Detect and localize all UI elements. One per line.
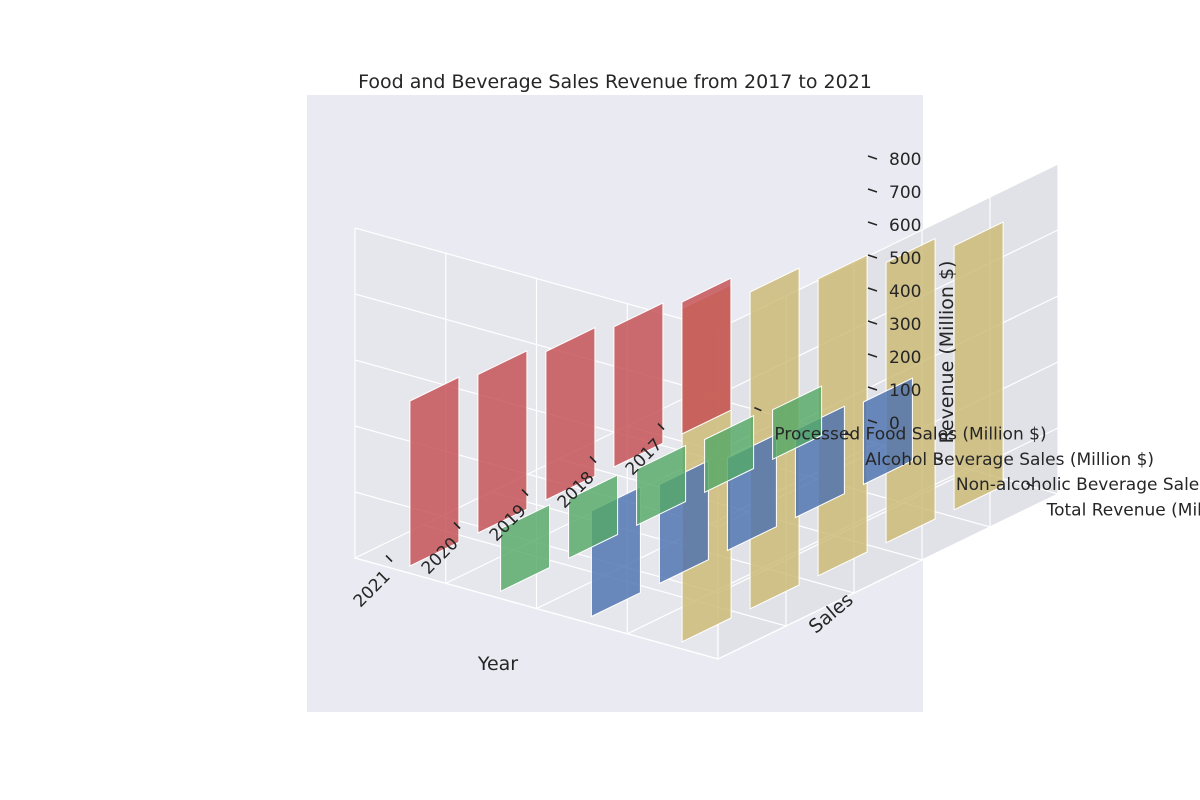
bar-2021-series-1 xyxy=(409,376,460,567)
z-tick-mark xyxy=(867,320,878,325)
z-tick-label: 300 xyxy=(889,315,921,335)
bar-2018-series-2 xyxy=(704,414,755,494)
y-tick-mark xyxy=(1026,482,1034,488)
x-tick-mark xyxy=(521,488,529,497)
z-tick-label: 400 xyxy=(889,282,921,302)
z-axis-label: Revenue (Million $) xyxy=(936,261,958,444)
z-tick-label: 600 xyxy=(889,216,921,236)
chart-title: Food and Beverage Sales Revenue from 201… xyxy=(358,71,872,93)
x-tick-mark xyxy=(453,521,461,530)
z-tick-mark xyxy=(867,221,878,226)
x-tick-mark xyxy=(385,554,393,563)
bar-2019-series-2 xyxy=(636,444,687,527)
x-axis-label: Year xyxy=(477,653,518,675)
y-tick-label: Processed Food Sales (Million $) xyxy=(774,425,1046,445)
z-tick-label: 800 xyxy=(889,150,921,170)
x-tick-mark xyxy=(589,455,597,464)
bar-2021-series-2 xyxy=(500,504,551,593)
z-tick-mark xyxy=(867,287,878,292)
bar-2017-series-3 xyxy=(862,377,913,486)
y-tick-label: Total Revenue (Million $) xyxy=(1046,500,1200,520)
bar-2017-series-1 xyxy=(681,277,732,435)
z-tick-label: 200 xyxy=(889,348,921,368)
y-tick-mark xyxy=(935,457,944,462)
z-tick-mark xyxy=(867,419,878,424)
z-tick-mark xyxy=(867,155,878,160)
z-tick-mark xyxy=(867,254,878,259)
bar-2017-series-4 xyxy=(953,221,1004,511)
gridline-z xyxy=(354,493,1059,660)
z-tick-mark xyxy=(867,386,878,391)
z-tick-label: 0 xyxy=(889,414,900,434)
z-tick-mark xyxy=(867,353,878,358)
y-tick-label: Non-alcoholic Beverage Sales (Million $) xyxy=(956,475,1200,495)
z-tick-mark xyxy=(867,188,878,193)
bar-2017-series-2 xyxy=(772,385,823,461)
y-tick-mark xyxy=(844,432,853,437)
x-tick-mark xyxy=(657,422,665,431)
bar-2020-series-2 xyxy=(568,474,619,560)
bar-2018-series-1 xyxy=(613,302,664,468)
y-tick-label: Alcohol Beverage Sales (Million $) xyxy=(865,450,1154,470)
y-tick-mark xyxy=(754,406,762,412)
bar-2020-series-1 xyxy=(477,350,528,534)
z-tick-label: 500 xyxy=(889,249,921,269)
z-tick-label: 700 xyxy=(889,183,921,203)
bar-2019-series-1 xyxy=(545,326,596,501)
z-tick-label: 100 xyxy=(889,381,921,401)
